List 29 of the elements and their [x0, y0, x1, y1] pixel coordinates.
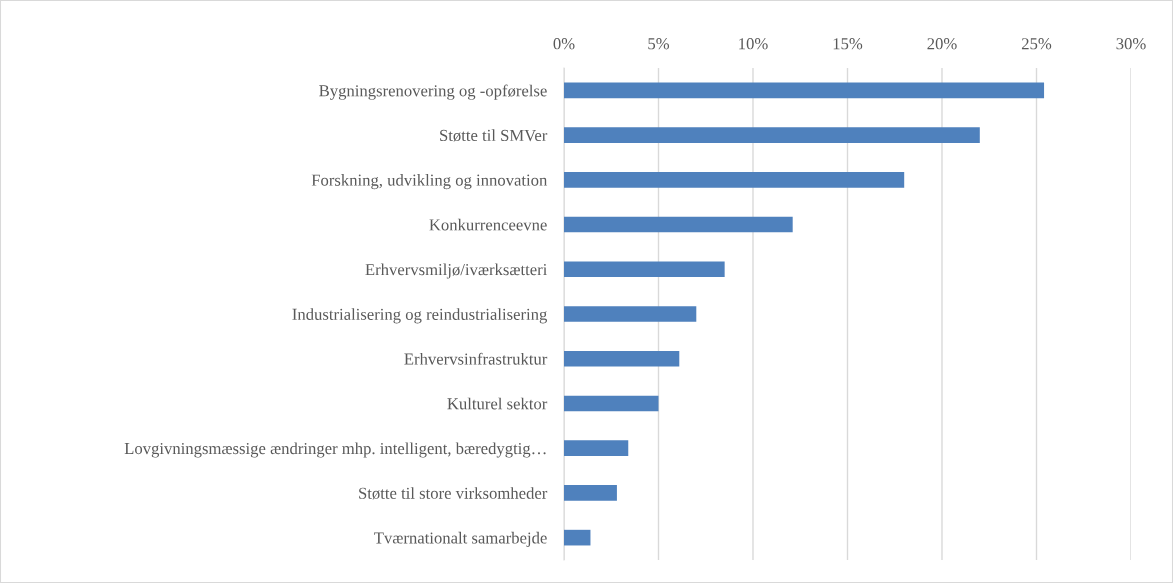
- y-tick-label: Industrialisering og reindustrialisering: [292, 308, 548, 324]
- bar: [564, 485, 617, 501]
- x-tick-label: 10%: [739, 38, 768, 50]
- x-tick-label: 20%: [927, 38, 957, 50]
- bar: [564, 440, 629, 457]
- y-tick-label: Kulturel sektor: [447, 397, 548, 410]
- bar: [564, 127, 980, 143]
- y-tick-label: Bygningsrenovering og -opførelse: [319, 84, 547, 100]
- x-tick-label: 5%: [648, 38, 670, 50]
- x-tick-label: 30%: [1116, 38, 1146, 50]
- x-tick-label: 25%: [1021, 38, 1052, 50]
- y-tick-label: Konkurrenceevne: [429, 218, 547, 231]
- x-tick-label: 0%: [553, 38, 575, 50]
- bar: [564, 395, 659, 412]
- y-tick-label: Erhvervsinfrastruktur: [404, 352, 548, 365]
- y-tick-label: Forskning, udvikling og innovation: [311, 174, 548, 190]
- y-tick-label: Erhvervsmiljø/iværksætteri: [365, 263, 548, 279]
- bar: [564, 171, 905, 188]
- bar: [564, 216, 793, 233]
- y-tick-label: Støtte til SMVer: [440, 129, 548, 142]
- y-tick-label: Tværnationalt samarbejde: [374, 531, 547, 547]
- bar: [564, 306, 697, 322]
- bar: [564, 261, 725, 278]
- bar: [564, 529, 591, 546]
- y-tick-label: Støtte til store virksomheder: [359, 487, 548, 500]
- bar: [564, 350, 680, 367]
- y-tick-label: Lovgivningsmæssige ændringer mhp. intelligent, bæredygtig…: [124, 442, 546, 458]
- x-tick-label: 15%: [833, 38, 863, 50]
- bar: [564, 82, 1045, 99]
